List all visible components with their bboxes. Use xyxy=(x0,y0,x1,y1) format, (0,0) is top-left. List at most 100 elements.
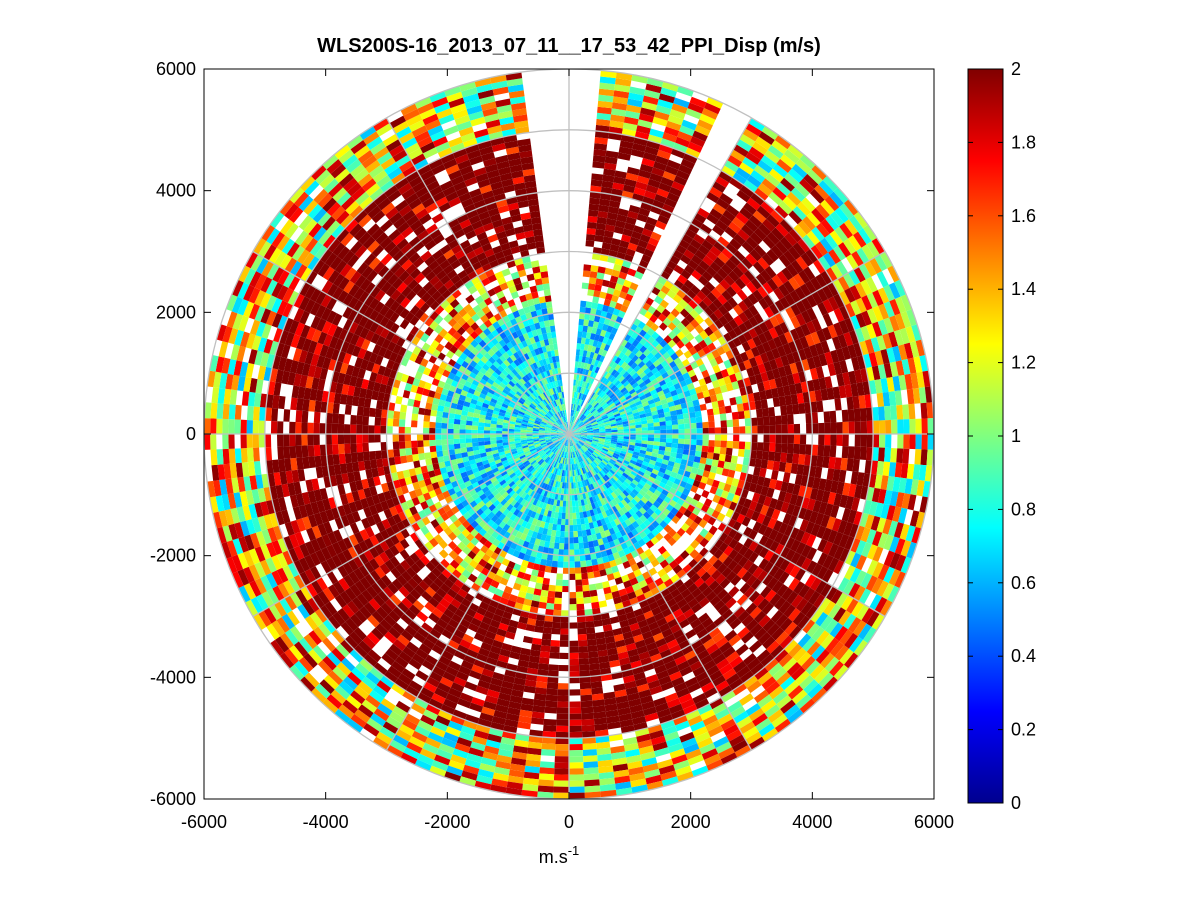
ppi-cell xyxy=(574,435,581,439)
ppi-cell xyxy=(441,422,448,429)
ppi-cell xyxy=(637,391,645,398)
ppi-cell xyxy=(570,464,573,471)
ppi-cell xyxy=(520,467,528,474)
ppi-cell xyxy=(602,446,610,451)
ppi-cell xyxy=(556,524,562,531)
ppi-cell xyxy=(638,381,646,389)
ppi-cell xyxy=(798,454,806,465)
ppi-cell xyxy=(603,421,611,425)
ppi-cell xyxy=(561,424,566,430)
ppi-cell xyxy=(618,384,625,391)
ppi-cell xyxy=(557,436,564,440)
ppi-cell xyxy=(594,346,601,354)
ppi-cell xyxy=(532,469,538,476)
ppi-cell xyxy=(597,486,603,494)
ppi-cell xyxy=(522,446,529,451)
ppi-cell xyxy=(580,428,587,431)
ppi-cell xyxy=(551,429,558,432)
ppi-cell xyxy=(565,445,568,453)
ppi-cell xyxy=(581,282,589,290)
ppi-cell xyxy=(580,343,585,351)
ppi-cell xyxy=(549,646,560,653)
ppi-cell xyxy=(629,428,636,432)
ppi-cell xyxy=(601,349,608,357)
ppi-cell xyxy=(597,493,603,501)
ppi-cell xyxy=(559,530,565,538)
ppi-cell xyxy=(593,459,600,466)
ppi-cell xyxy=(540,421,547,425)
ppi-cell xyxy=(695,445,703,452)
ppi-cell xyxy=(542,469,548,477)
ppi-cell xyxy=(537,466,544,473)
ppi-cell xyxy=(497,476,505,483)
ppi-cell xyxy=(558,411,563,418)
ppi-cell xyxy=(507,457,514,463)
ppi-cell xyxy=(598,453,605,459)
ppi-cell xyxy=(606,452,614,457)
ppi-cell xyxy=(598,424,605,428)
ppi-cell xyxy=(601,402,608,409)
ppi-cell xyxy=(666,429,673,434)
ppi-cell xyxy=(519,386,526,393)
ppi-cell xyxy=(541,277,550,285)
ppi-cell xyxy=(551,416,557,422)
ppi-cell xyxy=(629,379,637,386)
ppi-cell xyxy=(538,501,545,509)
ppi-cell xyxy=(535,500,542,508)
ppi-cell xyxy=(615,487,623,495)
ppi-cell xyxy=(520,429,527,433)
ppi-cell xyxy=(591,461,597,468)
ppi-cell xyxy=(560,424,566,430)
ppi-cell xyxy=(551,436,558,439)
ppi-cell xyxy=(569,421,572,429)
ppi-cell xyxy=(587,430,594,433)
ppi-cell xyxy=(595,473,601,481)
ppi-cell xyxy=(529,497,536,505)
ppi-cell xyxy=(588,456,594,462)
ppi-cell xyxy=(491,449,499,455)
ppi-cell xyxy=(404,440,412,449)
ppi-cell xyxy=(640,420,648,425)
ppi-cell xyxy=(344,404,352,415)
ppi-cell xyxy=(614,357,622,365)
ppi-cell xyxy=(696,434,703,440)
ppi-cell xyxy=(627,449,634,455)
ppi-cell xyxy=(560,385,564,393)
ppi-cell xyxy=(529,475,536,483)
ppi-cell xyxy=(732,419,740,427)
ppi-cell xyxy=(489,430,497,434)
ppi-cell xyxy=(551,560,558,568)
ppi-cell xyxy=(491,446,498,452)
ppi-cell xyxy=(602,385,609,393)
ppi-cell xyxy=(576,493,581,501)
ppi-cell xyxy=(555,487,560,494)
ppi-cell xyxy=(566,421,569,429)
ppi-cell xyxy=(362,407,370,417)
ppi-cell xyxy=(696,428,703,434)
ppi-cell xyxy=(483,437,491,442)
ppi-cell xyxy=(538,359,545,367)
ppi-cell xyxy=(613,399,621,405)
ppi-cell xyxy=(690,428,697,434)
ppi-cell xyxy=(599,498,606,506)
ppi-cell xyxy=(562,404,565,411)
ppi-cell xyxy=(569,543,575,550)
ppi-cell xyxy=(574,500,579,507)
ppi-cell xyxy=(548,458,553,465)
ppi-cell xyxy=(596,381,602,388)
ppi-cell xyxy=(705,458,713,466)
ppi-cell xyxy=(569,561,575,568)
ppi-cell xyxy=(608,402,616,408)
ppi-cell xyxy=(604,474,611,481)
ppi-cell xyxy=(575,463,579,470)
ppi-cell xyxy=(502,462,510,468)
ppi-cell xyxy=(607,400,614,407)
ppi-cell xyxy=(556,405,560,412)
ppi-cell xyxy=(694,410,702,418)
ppi-cell xyxy=(532,429,539,432)
ppi-cell xyxy=(596,360,603,368)
ppi-cell xyxy=(579,399,583,406)
ppi-cell xyxy=(540,372,546,379)
ppi-cell xyxy=(733,434,740,442)
ppi-cell xyxy=(506,373,514,381)
